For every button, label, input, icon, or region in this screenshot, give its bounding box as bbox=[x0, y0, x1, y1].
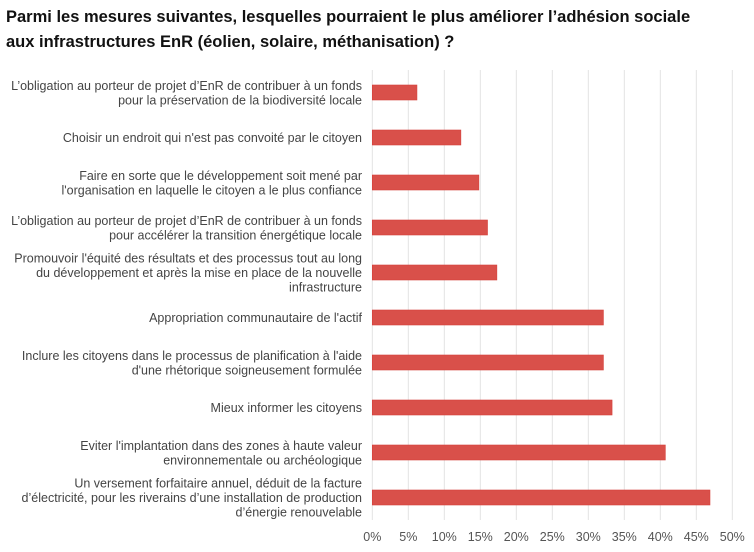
bar bbox=[371, 399, 613, 416]
category-label-line: Faire en sorte que le développement soit… bbox=[79, 169, 362, 183]
x-tick-label: 10% bbox=[432, 530, 457, 544]
category-label: Un versement forfaitaire annuel, déduit … bbox=[22, 477, 363, 520]
category-label: Appropriation communautaire de l'actif bbox=[149, 311, 362, 325]
category-label-line: Promouvoir l'équité des résultats et des… bbox=[14, 252, 362, 266]
x-tick-label: 40% bbox=[648, 530, 673, 544]
bar bbox=[371, 309, 604, 326]
category-label-line: infrastructure bbox=[289, 281, 362, 295]
chart-title-line-1: Parmi les mesures suivantes, lesquelles … bbox=[6, 8, 691, 26]
x-tick-label: 30% bbox=[576, 530, 601, 544]
category-label: Inclure les citoyens dans le processus d… bbox=[22, 349, 362, 378]
category-label-line: d’énergie renouvelable bbox=[236, 506, 363, 520]
category-label: L’obligation au porteur de projet d’EnR … bbox=[11, 214, 362, 243]
x-tick-label: 50% bbox=[720, 530, 745, 544]
bar bbox=[371, 444, 666, 461]
bar bbox=[371, 489, 711, 506]
category-label: Eviter l'implantation dans des zones à h… bbox=[80, 439, 362, 468]
category-label-line: environnementale ou archéologique bbox=[163, 453, 362, 467]
category-label-line: l'organisation en laquelle le citoyen a … bbox=[61, 183, 362, 197]
category-label: Promouvoir l'équité des résultats et des… bbox=[14, 252, 362, 295]
category-label-line: Mieux informer les citoyens bbox=[211, 401, 362, 415]
chart-title-line-2: aux infrastructures EnR (éolien, solaire… bbox=[6, 33, 455, 51]
category-label-line: d'une rhétorique soigneusement formulée bbox=[132, 363, 362, 377]
x-tick-label: 20% bbox=[504, 530, 529, 544]
category-label-line: Appropriation communautaire de l'actif bbox=[149, 311, 362, 325]
x-tick-label: 25% bbox=[540, 530, 565, 544]
category-label-line: d’électricité, pour les riverains d’une … bbox=[22, 491, 363, 505]
bar bbox=[371, 219, 488, 236]
x-tick-label: 35% bbox=[612, 530, 637, 544]
category-label: L’obligation au porteur de projet d’EnR … bbox=[11, 79, 362, 108]
category-label-line: du développement et après la mise en pla… bbox=[36, 266, 362, 280]
bar bbox=[371, 354, 604, 371]
x-tick-label: 45% bbox=[684, 530, 709, 544]
category-label-line: Eviter l'implantation dans des zones à h… bbox=[80, 439, 362, 453]
category-label-line: pour la préservation de la biodiversité … bbox=[118, 93, 362, 107]
category-label: Faire en sorte que le développement soit… bbox=[61, 169, 362, 198]
category-label-line: L’obligation au porteur de projet d’EnR … bbox=[11, 79, 362, 93]
bar bbox=[371, 174, 480, 191]
bar bbox=[371, 264, 498, 281]
bar bbox=[371, 84, 418, 101]
category-label-line: Inclure les citoyens dans le processus d… bbox=[22, 349, 362, 363]
category-label-line: pour accélérer la transition énergétique… bbox=[109, 228, 362, 242]
category-label-line: L’obligation au porteur de projet d’EnR … bbox=[11, 214, 362, 228]
category-label-line: Choisir un endroit qui n'est pas convoit… bbox=[63, 131, 362, 145]
bar bbox=[371, 129, 462, 146]
x-tick-label: 15% bbox=[468, 530, 493, 544]
category-label: Mieux informer les citoyens bbox=[211, 401, 362, 415]
category-label-line: Un versement forfaitaire annuel, déduit … bbox=[74, 477, 362, 491]
chart-title: Parmi les mesures suivantes, lesquelles … bbox=[6, 5, 746, 55]
category-label: Choisir un endroit qui n'est pas convoit… bbox=[63, 131, 362, 145]
x-tick-label: 0% bbox=[363, 530, 381, 544]
x-tick-label: 5% bbox=[399, 530, 417, 544]
